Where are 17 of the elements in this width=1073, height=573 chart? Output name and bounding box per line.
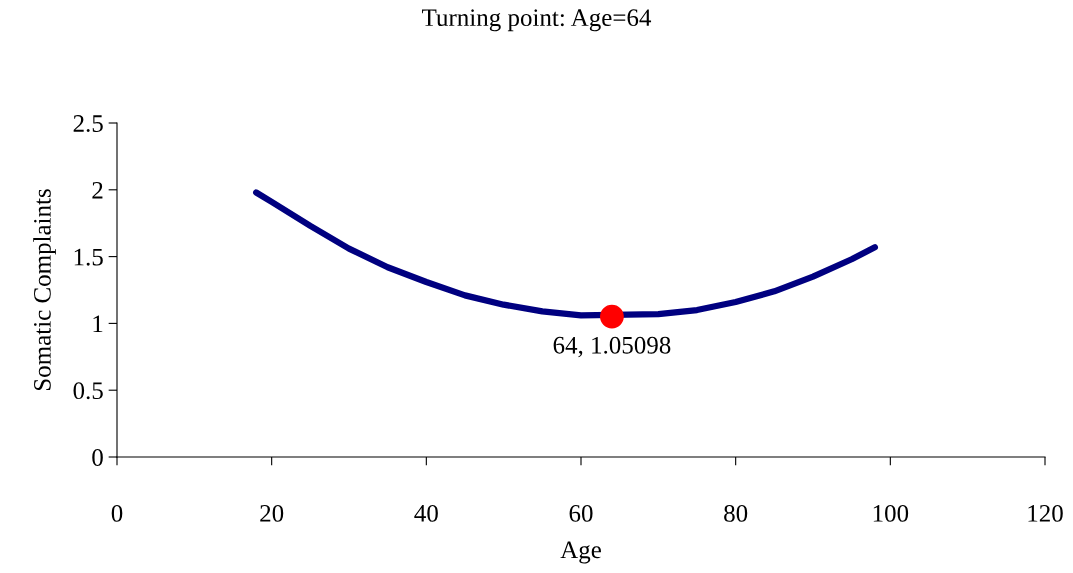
x-tick-label: 60 xyxy=(569,504,593,522)
x-tick-label: 20 xyxy=(260,504,284,522)
y-tick-label: 0.5 xyxy=(73,382,103,400)
annotation: 64, 1.05098 xyxy=(553,336,671,358)
y-tick-label: 1 xyxy=(93,315,103,333)
x-tick-label: 120 xyxy=(1028,504,1063,522)
y-axis-title: Somatic Complaints xyxy=(33,189,56,391)
x-tick-label: 0 xyxy=(111,504,123,522)
y-tick-label: 1.5 xyxy=(74,248,103,266)
y-tick-label: 2 xyxy=(92,181,103,199)
x-tick-label: 100 xyxy=(873,504,909,522)
y-tick-label: 2.5 xyxy=(73,115,103,133)
y-tick-label: 0 xyxy=(92,449,103,466)
x-axis-title: Age xyxy=(560,541,601,564)
x-tick-label: 80 xyxy=(724,504,748,522)
x-tick-label: 40 xyxy=(414,504,438,522)
chart-title: Turning point: Age=64 xyxy=(422,9,652,32)
